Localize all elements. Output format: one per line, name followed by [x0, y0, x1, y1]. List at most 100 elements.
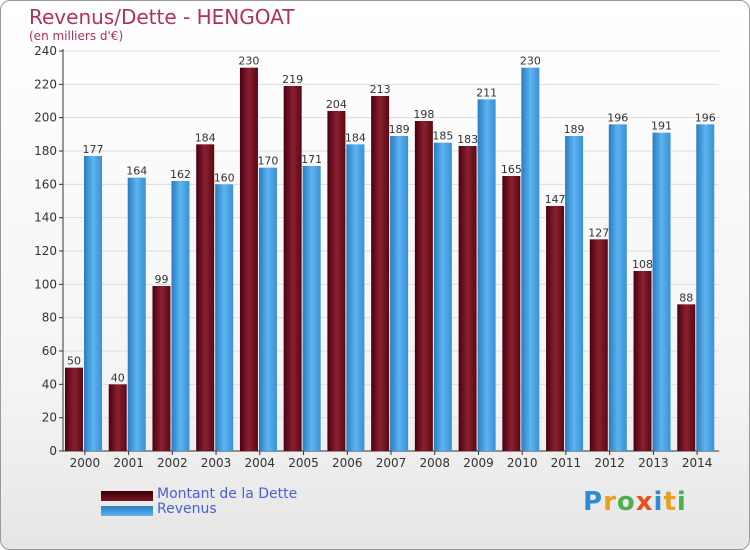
bar-revenue	[696, 124, 715, 451]
bar-revenue	[565, 136, 584, 451]
legend-swatch-debt	[101, 491, 153, 501]
x-tick-label: 2010	[507, 456, 538, 470]
legend-label-debt: Montant de la Dette	[157, 486, 298, 502]
y-tick-label: 140	[34, 211, 57, 225]
bar-revenue	[346, 144, 365, 452]
logo-letter: i	[676, 487, 687, 517]
y-tick-label: 200	[34, 111, 57, 125]
data-label-revenue: 177	[83, 143, 104, 156]
bar-debt	[458, 146, 477, 451]
proxiti-logo: Proxiti	[583, 487, 687, 517]
y-tick-label: 180	[34, 144, 57, 158]
data-label-debt: 165	[501, 163, 522, 176]
logo-letter: P	[583, 487, 604, 517]
x-tick-label: 2014	[682, 456, 713, 470]
data-label-debt: 183	[457, 133, 478, 146]
bar-debt	[239, 67, 258, 452]
x-tick-label: 2009	[463, 456, 494, 470]
bar-debt	[414, 121, 433, 451]
bar-revenue	[390, 136, 409, 451]
logo-letter: t	[663, 487, 677, 517]
data-label-debt: 88	[679, 291, 693, 304]
bar-debt	[65, 367, 83, 451]
chart-title: Revenus/Dette - HENGOAT	[29, 5, 295, 29]
y-tick-label: 120	[34, 244, 57, 258]
data-label-revenue: 196	[607, 111, 628, 124]
legend-label-revenue: Revenus	[157, 501, 217, 517]
bar-debt	[633, 271, 652, 451]
data-label-debt: 108	[632, 258, 653, 271]
data-label-debt: 204	[326, 98, 347, 111]
data-label-debt: 40	[111, 371, 125, 384]
data-label-revenue: 191	[651, 120, 672, 133]
bar-debt	[677, 304, 696, 451]
data-label-revenue: 196	[695, 111, 716, 124]
data-label-revenue: 164	[126, 165, 147, 178]
data-label-revenue: 230	[520, 55, 541, 68]
bar-revenue	[302, 166, 321, 451]
logo-letter: o	[616, 487, 636, 517]
x-tick-label: 2008	[419, 456, 450, 470]
bar-revenue	[171, 181, 190, 451]
bar-revenue	[433, 142, 452, 451]
bar-revenue	[258, 167, 277, 451]
x-tick-label: 2011	[551, 456, 582, 470]
data-label-revenue: 184	[345, 131, 366, 144]
y-tick-label: 80	[42, 311, 57, 325]
data-label-revenue: 170	[257, 155, 278, 168]
x-tick-label: 2002	[157, 456, 188, 470]
x-tick-label: 2013	[638, 456, 669, 470]
data-label-debt: 147	[545, 193, 566, 206]
logo-letter: i	[653, 487, 664, 517]
data-label-revenue: 189	[564, 123, 585, 136]
bar-revenue	[84, 156, 102, 451]
bar-revenue	[608, 124, 627, 451]
data-label-revenue: 185	[432, 130, 453, 143]
bar-debt	[502, 176, 521, 451]
y-tick-label: 100	[34, 277, 57, 291]
bar-debt	[152, 286, 171, 451]
bar-debt	[196, 144, 215, 452]
y-tick-label: 160	[34, 177, 57, 191]
data-label-revenue: 162	[170, 168, 191, 181]
data-label-debt: 50	[67, 355, 81, 368]
data-label-debt: 99	[154, 273, 168, 286]
x-tick-label: 2012	[594, 456, 625, 470]
x-tick-label: 2007	[376, 456, 407, 470]
data-label-revenue: 189	[389, 123, 410, 136]
y-tick-label: 20	[42, 411, 57, 425]
bar-debt	[371, 96, 390, 451]
x-tick-label: 2001	[113, 456, 144, 470]
x-tick-label: 2006	[332, 456, 363, 470]
data-label-debt: 213	[370, 83, 391, 96]
bar-revenue	[652, 132, 671, 451]
data-label-revenue: 171	[301, 153, 322, 166]
bar-revenue	[521, 67, 540, 452]
logo-letter: x	[635, 487, 654, 517]
bar-debt	[108, 384, 127, 451]
bar-debt	[327, 111, 346, 451]
y-tick-label: 40	[42, 377, 57, 391]
data-label-debt: 198	[413, 108, 434, 121]
y-tick-label: 60	[42, 344, 57, 358]
x-tick-label: 2004	[245, 456, 276, 470]
data-label-debt: 127	[588, 226, 609, 239]
x-tick-label: 2000	[70, 456, 101, 470]
logo-letter: r	[603, 487, 617, 517]
data-label-debt: 219	[282, 73, 303, 86]
chart-subtitle: (en milliers d'€)	[29, 29, 124, 43]
data-label-revenue: 160	[214, 171, 235, 184]
bar-debt	[546, 206, 565, 451]
data-label-debt: 184	[195, 131, 216, 144]
legend-swatch-revenue	[101, 506, 153, 516]
bar-debt	[283, 86, 302, 451]
y-tick-label: 240	[34, 44, 57, 58]
y-tick-label: 220	[34, 77, 57, 91]
bar-debt	[589, 239, 608, 451]
bar-revenue	[215, 184, 234, 452]
bar-revenue	[127, 177, 146, 451]
x-tick-label: 2005	[288, 456, 319, 470]
data-label-revenue: 211	[476, 86, 497, 99]
